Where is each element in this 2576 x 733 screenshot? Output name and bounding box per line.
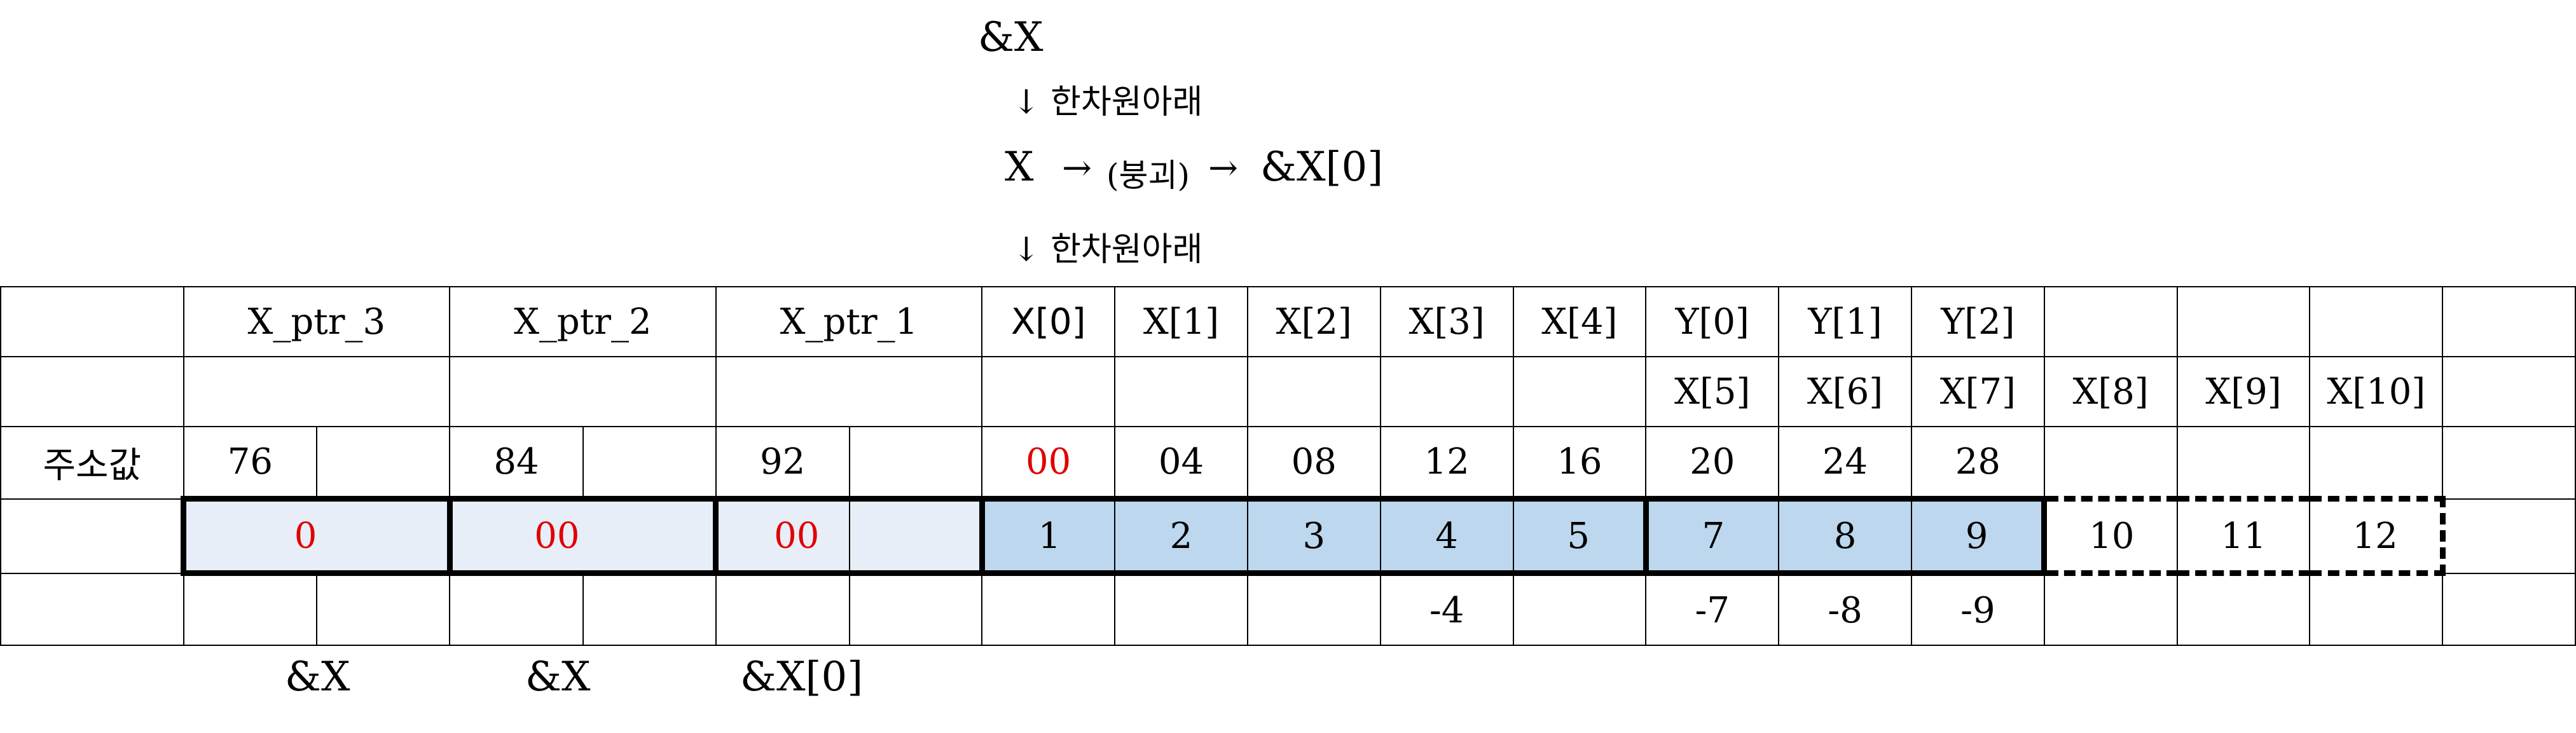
- x8-value: 10: [2043, 496, 2178, 576]
- header-cell-empty: [2176, 286, 2311, 357]
- header-cell-empty: [2309, 286, 2444, 357]
- alias-x9: X[9]: [2176, 356, 2311, 427]
- alias-x5: X[5]: [1645, 356, 1780, 427]
- ptr1-value: 00: [774, 515, 820, 557]
- address-x2: 08: [1246, 426, 1381, 500]
- ptr3-target-label: &X: [285, 654, 350, 701]
- header-cell-empty: [2442, 286, 2576, 357]
- header-x-ptr-2: X_ptr_2: [449, 286, 717, 357]
- address-y2: 28: [1910, 426, 2045, 500]
- ptr3-value-cell: 00: [181, 496, 317, 576]
- x3-value: 4: [1379, 496, 1514, 576]
- header-cell-empty: [0, 286, 184, 357]
- y1-value: 8: [1778, 496, 1912, 576]
- header-x-ptr-3: X_ptr_3: [183, 286, 451, 357]
- header-x2: X[2]: [1246, 286, 1381, 357]
- address-ptr2: 84: [449, 426, 584, 500]
- memory-table: X_ptr_3 X_ptr_2 X_ptr_1 X[0] X[1] X[2] X…: [0, 286, 2576, 646]
- header-y0: Y[0]: [1645, 286, 1780, 357]
- x4-value: 5: [1512, 496, 1647, 576]
- amp-x0-label: &X[0]: [1260, 144, 1384, 191]
- header-y1: Y[1]: [1778, 286, 1912, 357]
- header-x0: X[0]: [981, 286, 1116, 357]
- address-ptr3: 76: [183, 426, 318, 500]
- ptr3-value: 00: [294, 515, 317, 557]
- header-x4: X[4]: [1512, 286, 1647, 357]
- y0-value: 7: [1643, 496, 1780, 576]
- amp-x-label: &X: [978, 14, 1043, 61]
- alias-row: X[5] X[6] X[7] X[8] X[9] X[10]: [0, 356, 2576, 427]
- y2-value: 9: [1910, 496, 2048, 576]
- x10-value: 12: [2309, 496, 2446, 576]
- x2-value: 3: [1246, 496, 1381, 576]
- header-x-ptr-1: X_ptr_1: [715, 286, 983, 357]
- alias-x10: X[10]: [2309, 356, 2444, 427]
- x-label: X: [1005, 144, 1034, 191]
- alias-x8: X[8]: [2043, 356, 2178, 427]
- negative-row: -4 -7 -8 -9: [0, 572, 2576, 646]
- address-row-label: 주소값: [0, 426, 184, 500]
- x3-negative: -4: [1379, 572, 1514, 646]
- value-row: 00 00 00 1 2 3 4 5 7 8 9 10 11 12: [0, 496, 2576, 576]
- header-row: X_ptr_3 X_ptr_2 X_ptr_1 X[0] X[1] X[2] X…: [0, 286, 2576, 357]
- collapse-label: (붕괴): [1106, 157, 1190, 194]
- y1-negative: -8: [1778, 572, 1912, 646]
- y0-negative: -7: [1645, 572, 1780, 646]
- address-x1: 04: [1114, 426, 1248, 500]
- x1-value: 2: [1114, 496, 1248, 576]
- ptr1-target-label: &X[0]: [740, 654, 864, 701]
- alias-x7: X[7]: [1910, 356, 2045, 427]
- header-x1: X[1]: [1114, 286, 1248, 357]
- ptr2-value-cell: 00: [446, 496, 583, 576]
- address-x0: 00: [981, 426, 1116, 500]
- alias-x6: X[6]: [1778, 356, 1912, 427]
- header-y2: Y[2]: [1910, 286, 2045, 357]
- address-x4: 16: [1512, 426, 1647, 500]
- header-cell-empty: [2043, 286, 2178, 357]
- ptr2-value: 00: [534, 515, 580, 557]
- address-ptr1: 92: [715, 426, 850, 500]
- x9-value: 11: [2176, 496, 2311, 576]
- address-y1: 24: [1778, 426, 1912, 500]
- down-one-dimension-label-2: ↓ 한차원아래: [1012, 231, 1203, 269]
- ptr1-value-cell: 00: [713, 496, 850, 576]
- header-x3: X[3]: [1379, 286, 1514, 357]
- address-row: 주소값 76 84 92 00 04 08 12 16 20 24 28: [0, 426, 2576, 500]
- address-y0: 20: [1645, 426, 1780, 500]
- y2-negative: -9: [1910, 572, 2045, 646]
- arrow-right-icon: →: [1062, 147, 1092, 189]
- down-one-dimension-label-1: ↓ 한차원아래: [1012, 83, 1203, 121]
- address-x3: 12: [1379, 426, 1514, 500]
- x0-value: 1: [979, 496, 1116, 576]
- arrow-right-icon: →: [1208, 147, 1238, 189]
- ptr2-target-label: &X: [525, 654, 591, 701]
